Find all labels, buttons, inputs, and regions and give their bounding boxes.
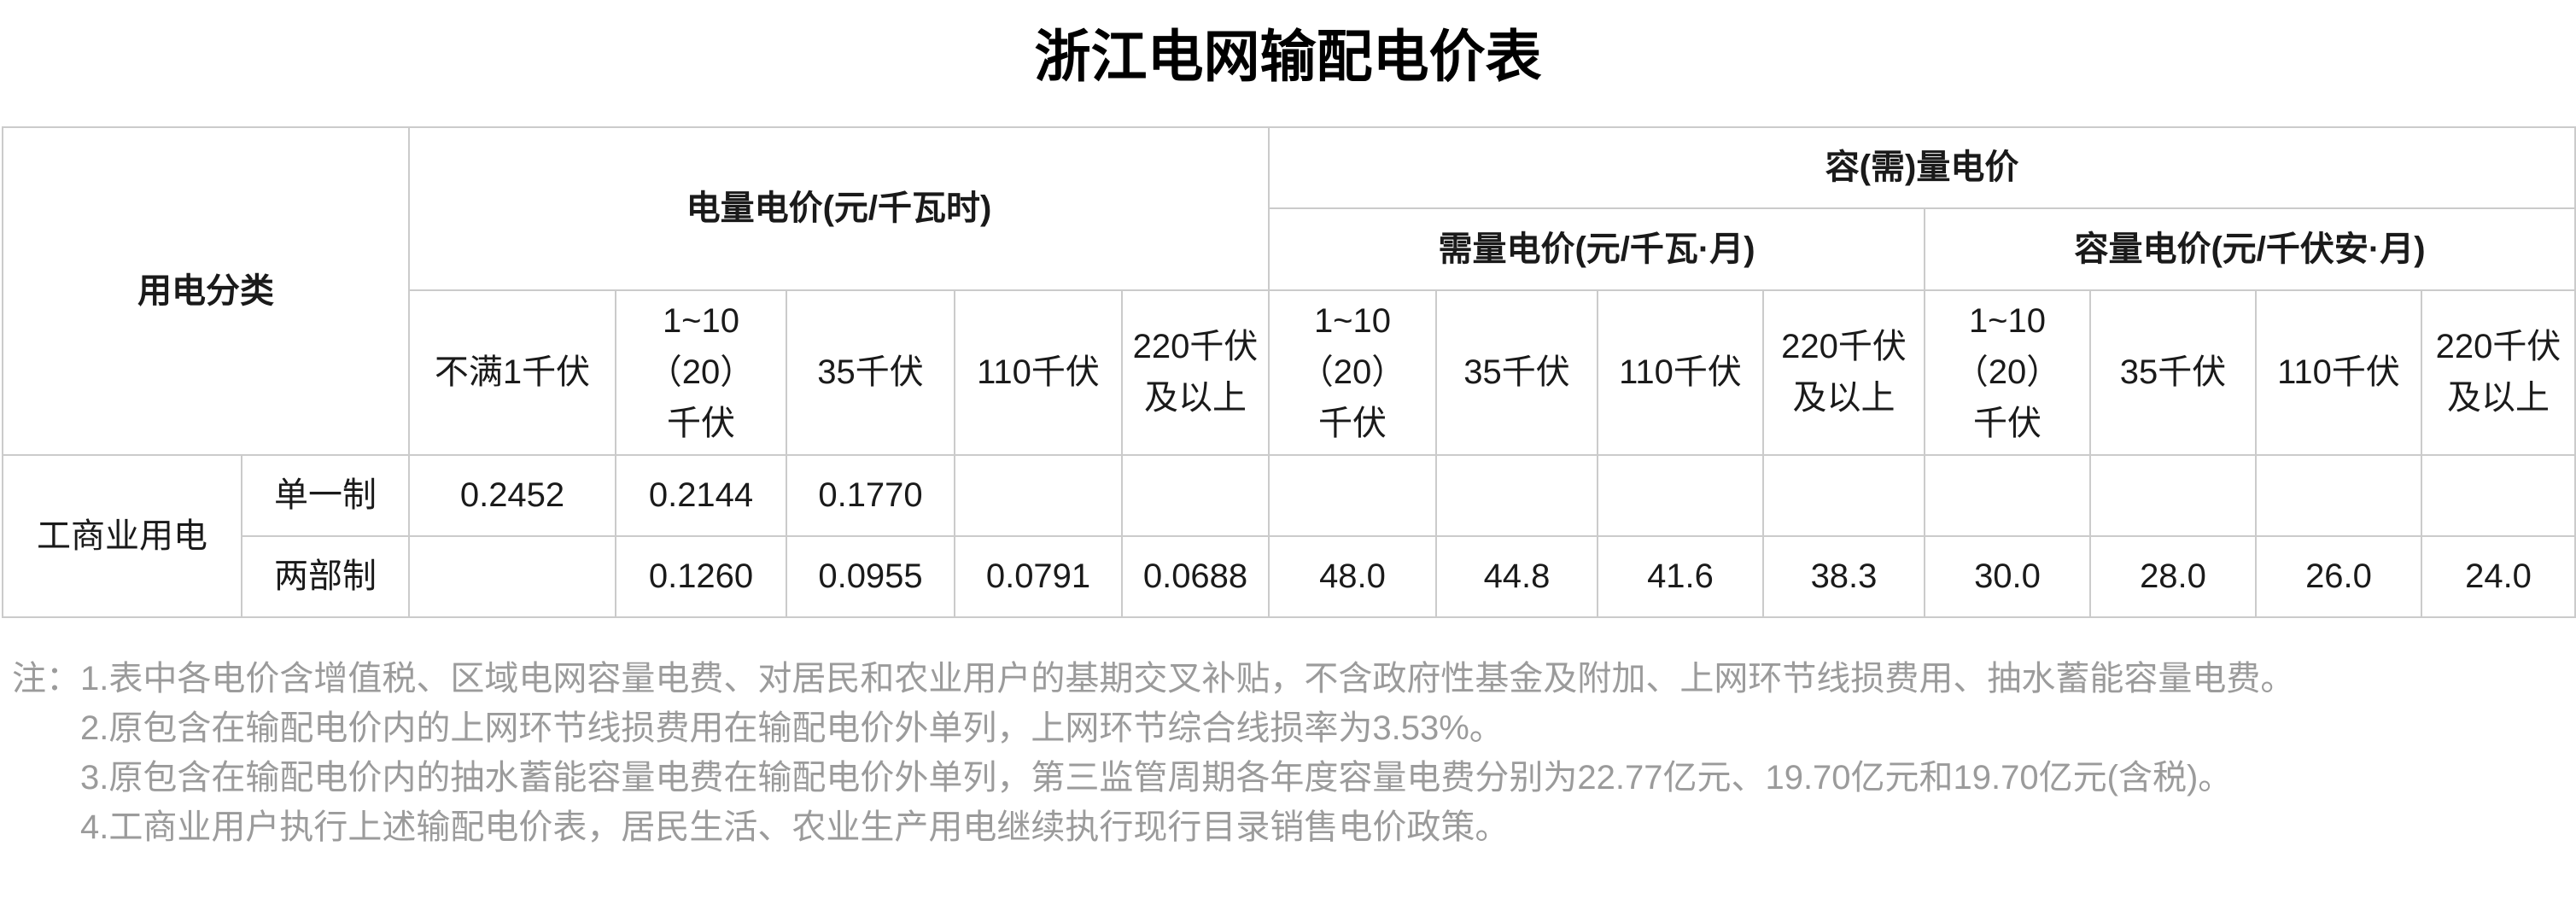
header-energy-price-group: 电量电价(元/千瓦时): [408, 125, 1270, 291]
data-cell: [408, 534, 616, 618]
data-cell: [1435, 453, 1598, 537]
data-cell: 0.1770: [786, 453, 955, 537]
data-cell: 0.2144: [615, 453, 787, 537]
data-cell: 38.3: [1762, 534, 1925, 618]
row-pricing-type-cell: 单一制: [241, 453, 410, 537]
page-title: 浙江电网输配电价表: [1034, 26, 1542, 89]
header-demand-price-group: 需量电价(元/千瓦·月): [1268, 207, 1925, 291]
data-cell: 28.0: [2089, 534, 2257, 618]
header-capacity-demand-group: 容(需)量电价: [1267, 125, 2576, 209]
data-cell: 30.0: [1924, 534, 2091, 618]
data-cell: [2420, 453, 2576, 537]
energy-voltage-header: 不满1千伏: [408, 289, 616, 456]
data-cell: 48.0: [1268, 534, 1437, 618]
data-cell: 0.0955: [786, 534, 955, 618]
energy-voltage-header: 220千伏 及以上: [1121, 289, 1270, 456]
data-cell: 44.8: [1435, 534, 1598, 618]
note-item: 1.表中各电价含增值税、区域电网容量电费、对居民和农业用户的基期交叉补贴，不含政…: [80, 659, 2295, 697]
note-item: 4.工商业用户执行上述输配电价表，居民生活、农业生产用电继续执行现行目录销售电价…: [80, 808, 1510, 846]
footnotes-label: 注：: [12, 659, 80, 697]
note-item: 3.原包含在输配电价内的抽水蓄能容量电费在输配电价外单列，第三监管周期各年度容量…: [80, 758, 2233, 797]
table-row: 两部制 0.1260 0.0955 0.0791 0.0688 48.0 44.…: [3, 534, 2576, 618]
data-cell: 0.2452: [408, 453, 616, 537]
header-capacity-price-group: 容量电价(元/千伏安·月): [1923, 207, 2576, 291]
row-category-cell: 工商业用电: [2, 453, 242, 618]
footnotes-list: 1.表中各电价含增值税、区域电网容量电费、对居民和农业用户的基期交叉补贴，不含政…: [80, 654, 2576, 852]
data-cell: 26.0: [2255, 534, 2422, 618]
data-cell: [954, 453, 1123, 537]
energy-voltage-header: 1~10 （20） 千伏: [615, 289, 787, 456]
capacity-voltage-header: 35千伏: [2089, 289, 2257, 456]
data-cell: [1924, 453, 2091, 537]
demand-voltage-header: 1~10 （20） 千伏: [1268, 289, 1437, 456]
price-table: 用电分类 电量电价(元/千瓦时) 容(需)量电价 需量电价(元/千瓦·月) 容量…: [2, 125, 2576, 618]
demand-voltage-header: 110千伏: [1597, 289, 1764, 456]
note-item: 2.原包含在输配电价内的上网环节线损费用在输配电价外单列，上网环节综合线损率为3…: [80, 709, 1504, 747]
capacity-voltage-header: 1~10 （20） 千伏: [1924, 289, 2091, 456]
data-cell: [1121, 453, 1270, 537]
data-cell: 41.6: [1597, 534, 1764, 618]
capacity-voltage-header: 110千伏: [2255, 289, 2422, 456]
capacity-voltage-header: 220千伏 及以上: [2420, 289, 2576, 456]
data-cell: [1597, 453, 1764, 537]
data-cell: [1762, 453, 1925, 537]
data-cell: 0.0791: [954, 534, 1123, 618]
energy-voltage-header: 110千伏: [954, 289, 1123, 456]
data-cell: [2255, 453, 2422, 537]
data-cell: 24.0: [2420, 534, 2576, 618]
data-cell: [1268, 453, 1437, 537]
data-cell: [2089, 453, 2257, 537]
data-cell: 0.1260: [615, 534, 787, 618]
demand-voltage-header: 35千伏: [1435, 289, 1598, 456]
header-usage-category: 用电分类: [2, 125, 410, 456]
row-pricing-type-cell: 两部制: [241, 534, 410, 618]
table-row: 工商业用电 单一制 0.2452 0.2144 0.1770: [2, 453, 2576, 618]
data-cell: 0.0688: [1121, 534, 1270, 618]
footnotes: 注： 1.表中各电价含增值税、区域电网容量电费、对居民和农业用户的基期交叉补贴，…: [12, 654, 2576, 852]
demand-voltage-header: 220千伏 及以上: [1762, 289, 1925, 456]
energy-voltage-header: 35千伏: [786, 289, 955, 456]
